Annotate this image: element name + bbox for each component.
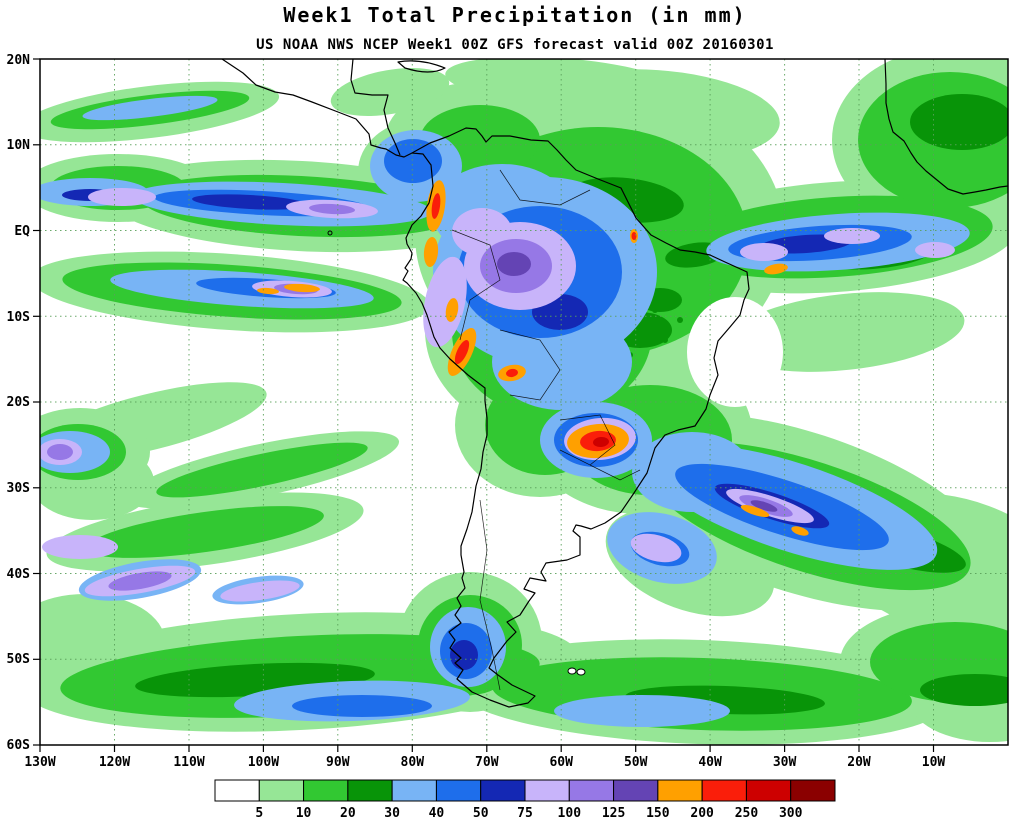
lat-tick-label: 20S xyxy=(7,395,31,410)
colorbar-segment xyxy=(391,779,437,802)
lat-tick-label: 10S xyxy=(7,310,31,325)
lon-tick-label: 110W xyxy=(173,755,204,770)
colorbar-segment xyxy=(613,779,659,802)
lon-tick-label: 120W xyxy=(99,755,130,770)
lon-tick-label: 90W xyxy=(326,755,350,770)
figure-title: Week1 Total Precipitation (in mm) xyxy=(283,3,746,27)
colorbar-label: 20 xyxy=(340,806,356,820)
colorbar-segment xyxy=(303,779,349,802)
colorbar-segment xyxy=(524,779,570,802)
falkland-islands xyxy=(576,668,586,676)
lon-tick-label: 20W xyxy=(847,755,871,770)
colorbar-segment xyxy=(701,779,747,802)
lat-tick-label: 50S xyxy=(7,652,31,667)
lat-tick-label: 20N xyxy=(7,53,31,68)
colorbar xyxy=(214,779,836,802)
precip-field xyxy=(40,59,1008,745)
colorbar-segment xyxy=(790,779,836,802)
cuba-coastline xyxy=(397,60,446,73)
colorbar-segment xyxy=(258,779,305,802)
lon-tick-label: 70W xyxy=(475,755,499,770)
coastlines xyxy=(221,59,1008,708)
colorbar-labels: 5 10 20 30 40 50 75 100 125 150 200 250 … xyxy=(255,806,802,820)
colorbar-label: 150 xyxy=(646,806,670,820)
colorbar-label: 50 xyxy=(473,806,489,820)
central-america-coastline xyxy=(221,59,413,158)
lon-tick-label: 30W xyxy=(773,755,797,770)
lon-axis: 130W 120W 110W 100W 90W 80W 70W 60W 50W … xyxy=(24,755,945,770)
colorbar-label: 100 xyxy=(558,806,582,820)
lat-tick-label: 30S xyxy=(7,481,31,496)
falkland-islands xyxy=(567,667,577,675)
axis-ticks xyxy=(33,58,935,752)
figure-subtitle: US NOAA NWS NCEP Week1 00Z GFS forecast … xyxy=(256,37,774,53)
colorbar-label: 5 xyxy=(255,806,263,820)
colorbar-segment xyxy=(568,779,615,802)
lon-tick-label: 60W xyxy=(549,755,573,770)
colorbar-label: 75 xyxy=(517,806,533,820)
colorbar-segment xyxy=(657,779,703,802)
lon-tick-label: 130W xyxy=(24,755,55,770)
colorbar-label: 10 xyxy=(296,806,312,820)
country-borders xyxy=(451,169,641,691)
south-america-coastline xyxy=(402,127,750,708)
colorbar-segment xyxy=(480,779,526,802)
africa-coastline xyxy=(884,59,1008,195)
colorbar-segment xyxy=(435,779,482,802)
precip-level-125 xyxy=(497,252,778,512)
colorbar-label: 125 xyxy=(602,806,625,820)
lon-tick-label: 40W xyxy=(698,755,722,770)
caribbean-coastline xyxy=(350,59,401,156)
lat-tick-label: 60S xyxy=(7,738,31,753)
colorbar-segment xyxy=(745,779,792,802)
lon-tick-label: 10W xyxy=(922,755,946,770)
lat-tick-label: EQ xyxy=(14,224,30,239)
islands xyxy=(327,230,586,676)
lon-tick-label: 100W xyxy=(248,755,279,770)
lon-tick-label: 80W xyxy=(401,755,425,770)
precip-level-250 xyxy=(593,436,609,448)
colorbar-segment xyxy=(214,779,260,802)
colorbar-label: 250 xyxy=(735,806,759,820)
lat-tick-label: 40S xyxy=(7,567,31,582)
lon-tick-label: 50W xyxy=(624,755,648,770)
colorbar-label: 30 xyxy=(384,806,400,820)
colorbar-segment xyxy=(347,779,393,802)
galapagos-islands xyxy=(327,230,333,236)
lat-tick-label: 10N xyxy=(7,138,31,153)
colorbar-label: 200 xyxy=(690,806,714,820)
dry-patch xyxy=(687,297,783,407)
gridlines xyxy=(40,59,1008,745)
colorbar-label: 300 xyxy=(779,806,803,820)
colorbar-label: 40 xyxy=(429,806,445,820)
lat-axis: 20N 10N EQ 10S 20S 30S 40S 50S 60S xyxy=(7,53,31,753)
